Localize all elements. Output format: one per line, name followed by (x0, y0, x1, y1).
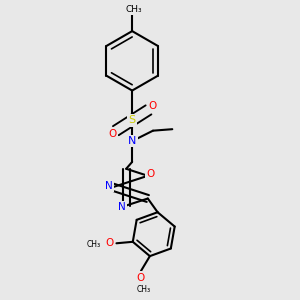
Text: O: O (148, 101, 156, 111)
Text: CH₃: CH₃ (125, 5, 142, 14)
Text: O: O (137, 272, 145, 283)
Text: S: S (129, 115, 136, 125)
Text: N: N (118, 202, 126, 212)
Text: CH₃: CH₃ (136, 285, 150, 294)
Text: O: O (146, 169, 154, 179)
Text: O: O (108, 129, 116, 139)
Text: N: N (128, 136, 136, 146)
Text: O: O (105, 238, 113, 248)
Text: CH₃: CH₃ (87, 240, 101, 249)
Text: N: N (104, 181, 112, 191)
